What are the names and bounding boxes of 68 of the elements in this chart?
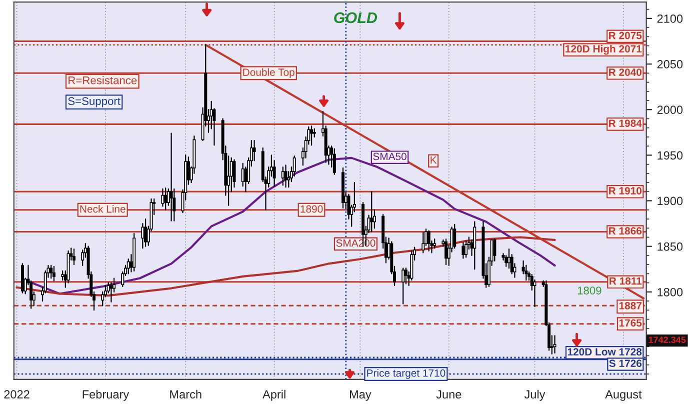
candlestick [50, 264, 53, 279]
x-tick-label: February [82, 390, 130, 401]
candlestick [524, 264, 528, 281]
candlestick [370, 191, 374, 232]
annotation: Double Top [243, 68, 294, 78]
annotation: Neck Line [80, 205, 126, 213]
x-tick-label: May [350, 390, 372, 401]
candlestick [170, 132, 173, 222]
y-tick-label: 2050 [657, 60, 683, 68]
ref-line-label: R 1866 [609, 227, 642, 235]
candlestick [161, 188, 164, 207]
annotation: R=Resistance [68, 76, 137, 84]
y-tick-label: 1900 [658, 196, 683, 206]
candlestick [402, 268, 405, 304]
annotation: 1887 [619, 302, 642, 310]
candlestick [72, 248, 76, 266]
candlestick [281, 166, 284, 186]
ref-line-label: 120D High 2071 [566, 44, 642, 55]
x-tick-label: August [605, 390, 642, 401]
y-tick-label: 2000 [657, 106, 683, 114]
candlestick [427, 230, 430, 252]
candlestick [332, 148, 336, 175]
candlestick [110, 282, 113, 303]
ref-line-label: 120D Low 1728 [568, 348, 642, 356]
candlestick [473, 221, 476, 270]
candlestick [284, 164, 288, 188]
candlestick [61, 270, 64, 281]
candlestick [164, 187, 168, 210]
y-tick-label: 2100 [657, 14, 683, 23]
annotation: 1809 [578, 286, 602, 294]
ref-line-label: S 1726 [609, 360, 642, 368]
annotation: S=Support [68, 97, 120, 108]
annotation: Price target 1710 [367, 369, 446, 379]
candlestick [453, 224, 456, 249]
series-label: K [430, 156, 437, 164]
candlestick [462, 242, 465, 259]
candlestick [52, 266, 56, 282]
ref-line-label: R 1984 [609, 120, 642, 127]
candlestick [404, 268, 408, 284]
y-tick-label: 1850 [658, 242, 683, 251]
candlestick [227, 156, 230, 206]
ref-line-label: R 2075 [609, 32, 642, 40]
series-label: SMA50 [373, 152, 406, 160]
candlestick [493, 238, 496, 262]
ref-line-label: R 2040 [609, 68, 642, 76]
candlestick [141, 223, 144, 249]
candlestick [464, 240, 468, 258]
text: GOLD [334, 12, 378, 24]
candlestick [144, 218, 148, 247]
x-tick-label: 2022 [4, 390, 30, 399]
x-tick-label: June [436, 390, 462, 399]
annotation: 1890 [300, 205, 323, 213]
candlestick [422, 232, 425, 254]
x-tick-label: July [524, 390, 546, 401]
candlestick [553, 335, 556, 354]
line-series [16, 236, 556, 297]
x-tick-label: April [262, 390, 286, 401]
candlestick [444, 238, 448, 266]
candlestick [310, 125, 314, 146]
y-tick-label: 1800 [658, 288, 683, 296]
y-tick-label: 1950 [658, 151, 683, 160]
ref-line-label: 1765 [619, 319, 642, 327]
x-tick-label: March [170, 390, 202, 399]
ref-line-label: R 1910 [609, 187, 642, 194]
candlestick [507, 248, 510, 269]
ref-line-label: R 1811 [610, 277, 642, 285]
candlestick [504, 254, 508, 267]
text: 1742.345 [648, 336, 686, 344]
